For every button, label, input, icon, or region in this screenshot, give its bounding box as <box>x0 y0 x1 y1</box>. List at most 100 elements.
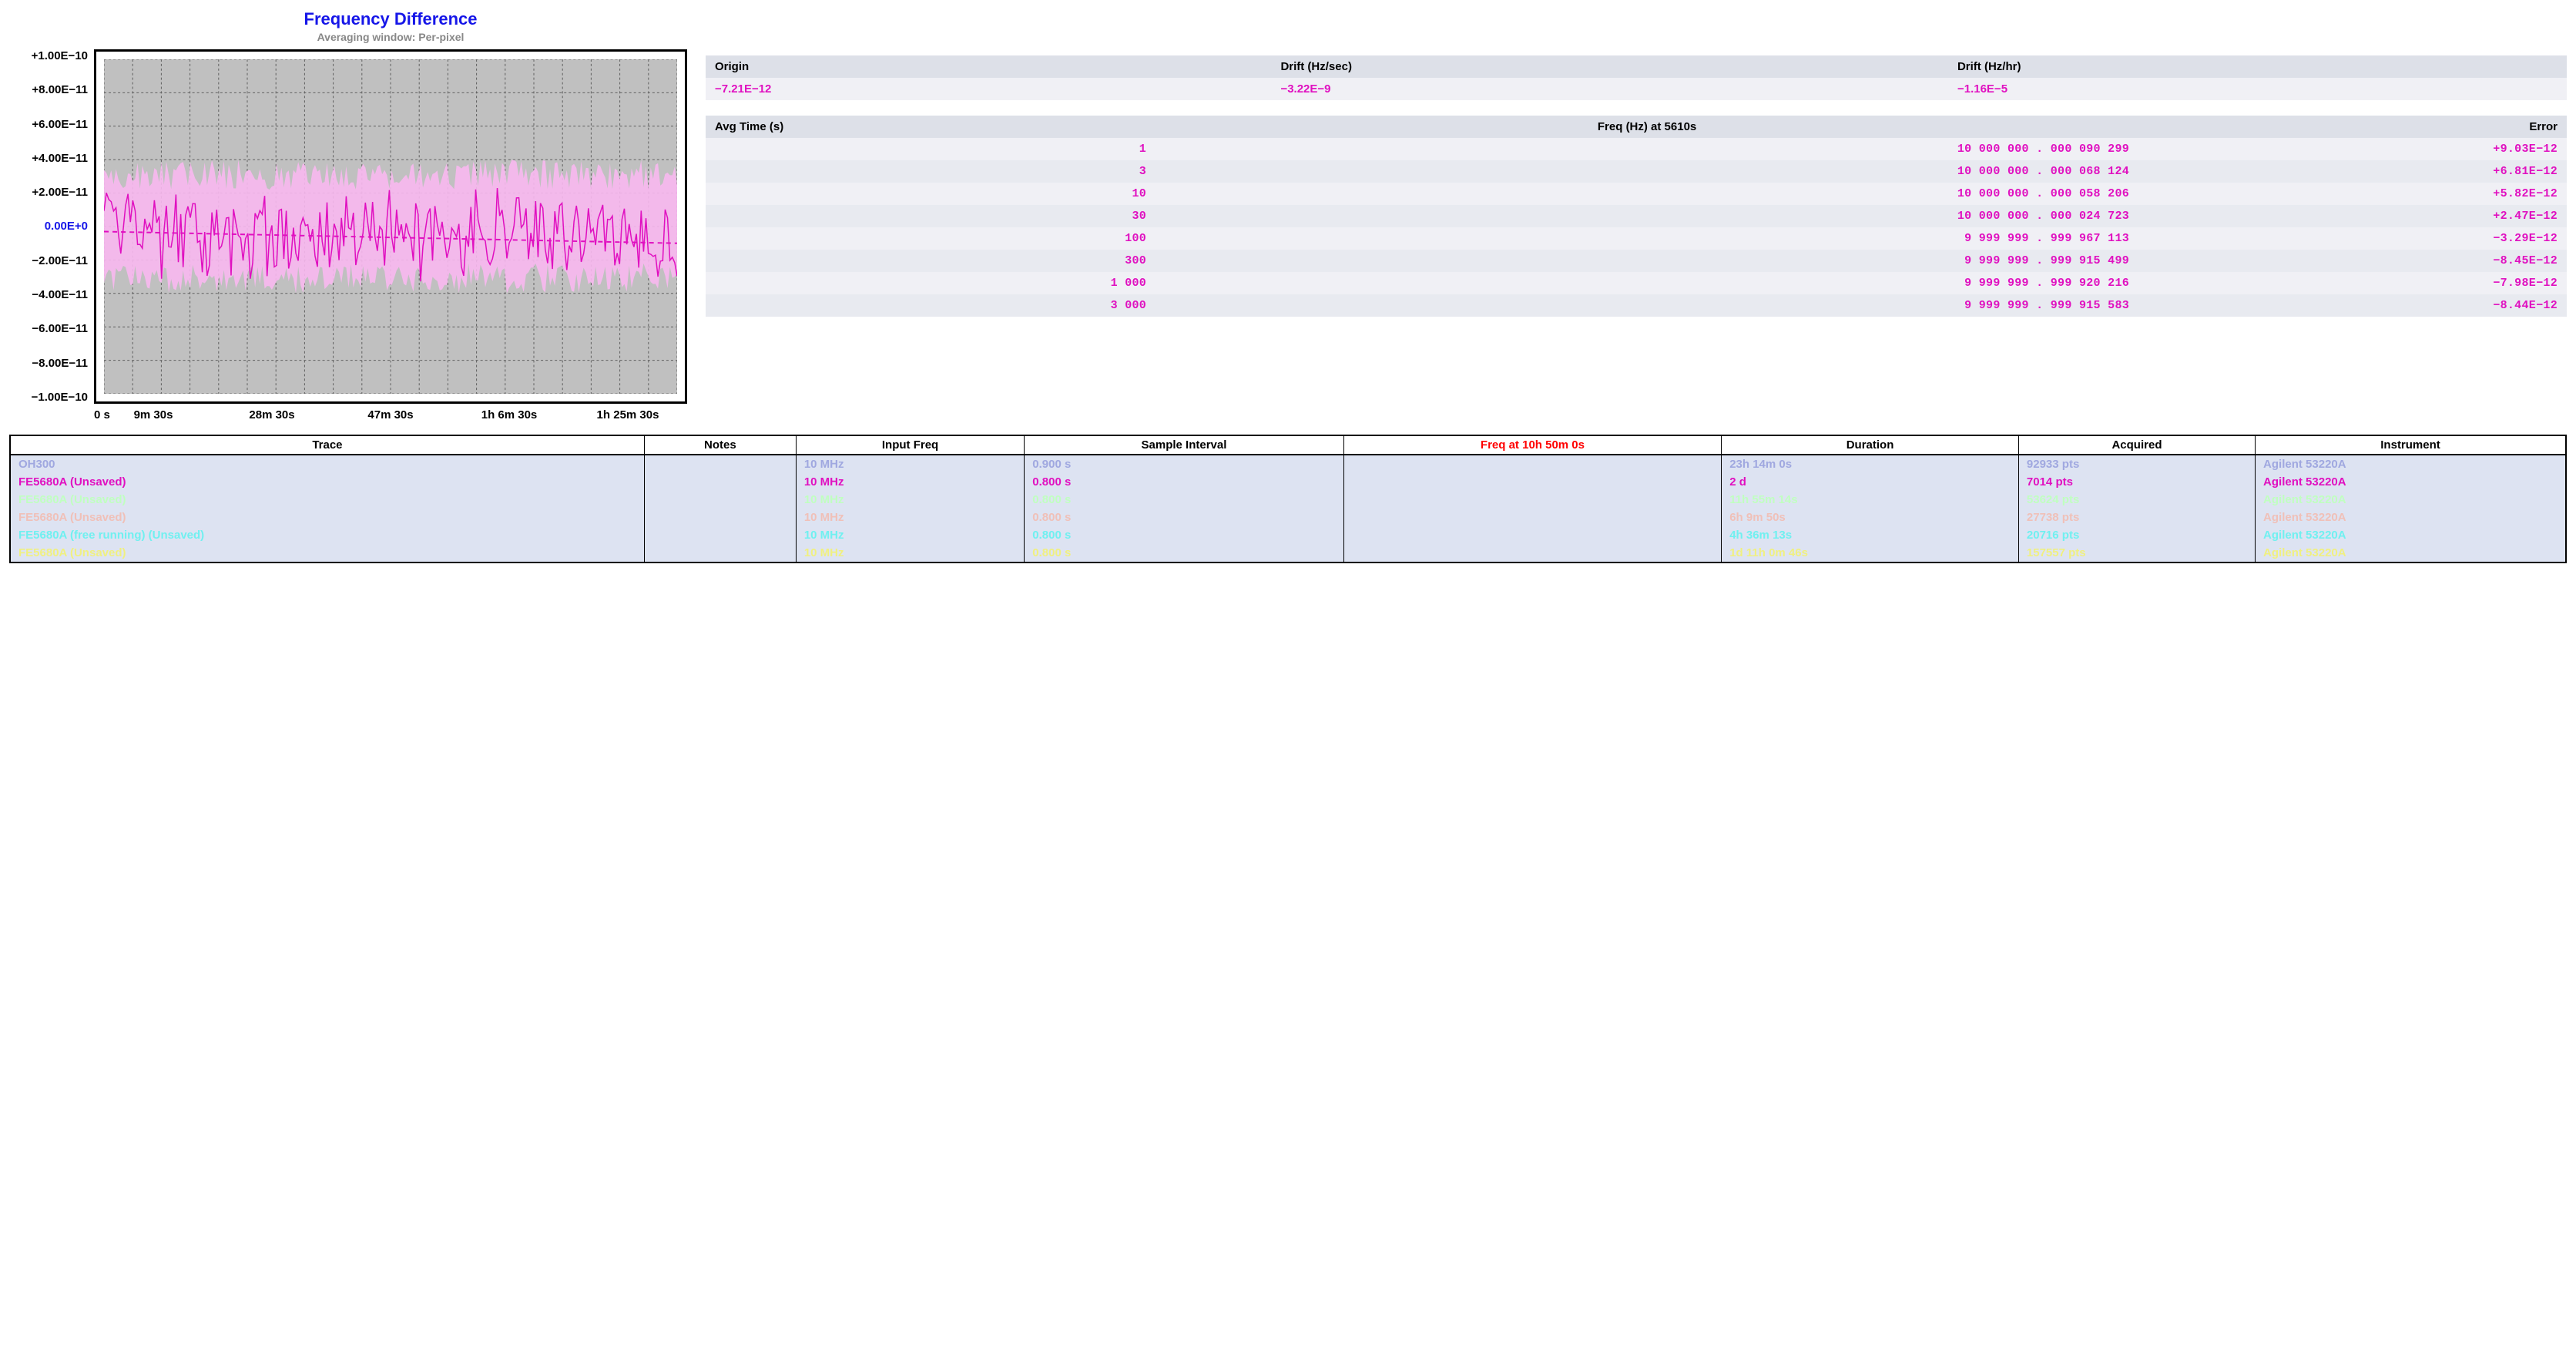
trace-cell: 10 MHz <box>796 526 1024 544</box>
trace-table[interactable]: TraceNotesInput FreqSample IntervalFreq … <box>11 436 2565 562</box>
freq-cell: 3 <box>706 160 1156 183</box>
trace-cell: 23h 14m 0s <box>1722 455 2019 473</box>
trace-cell: 10 MHz <box>796 491 1024 509</box>
trace-cell: Agilent 53220A <box>2256 455 2565 473</box>
freq-cell: 9 999 999 . 999 915 499 <box>1156 250 2138 272</box>
freq-cell: 9 999 999 . 999 967 113 <box>1156 227 2138 250</box>
x-tick-label: 1h 6m 30s <box>481 408 538 421</box>
trace-cell: Agilent 53220A <box>2256 526 2565 544</box>
x-tick-label: 47m 30s <box>367 408 413 421</box>
trace-cell <box>1343 473 1721 491</box>
trace-cell <box>1343 526 1721 544</box>
trace-cell: 10 MHz <box>796 509 1024 526</box>
trace-cell <box>1343 544 1721 562</box>
freq-header: Avg Time (s) <box>706 116 1156 138</box>
x-tick-label: 9m 30s <box>134 408 173 421</box>
trace-cell: 92933 pts <box>2018 455 2255 473</box>
freq-cell: 10 000 000 . 000 090 299 <box>1156 138 2138 160</box>
trace-cell: 0.800 s <box>1025 491 1343 509</box>
chart-title-block: Frequency Difference Averaging window: P… <box>94 9 687 43</box>
trace-cell: 11h 55m 14s <box>1722 491 2019 509</box>
trace-cell: FE5680A (free running) (Unsaved) <box>11 526 644 544</box>
trace-cell: FE5680A (Unsaved) <box>11 491 644 509</box>
freq-cell: −3.29E−12 <box>2138 227 2567 250</box>
trace-cell: FE5680A (Unsaved) <box>11 544 644 562</box>
trace-cell: Agilent 53220A <box>2256 473 2565 491</box>
freq-cell: 1 <box>706 138 1156 160</box>
freq-cell: 3 000 <box>706 294 1156 317</box>
table-row[interactable]: FE5680A (Unsaved) 10 MHz0.800 s 1d 11h 0m … <box>11 544 2565 562</box>
y-tick-label: 0.00E+0 <box>9 220 88 233</box>
trace-header[interactable]: Trace <box>11 436 644 455</box>
freq-cell: −7.98E−12 <box>2138 272 2567 294</box>
trace-header[interactable]: Notes <box>644 436 796 455</box>
trace-header[interactable]: Acquired <box>2018 436 2255 455</box>
trace-cell: FE5680A (Unsaved) <box>11 473 644 491</box>
freq-cell: 100 <box>706 227 1156 250</box>
trace-cell <box>1343 491 1721 509</box>
drift-table: OriginDrift (Hz/sec)Drift (Hz/hr)−7.21E−… <box>706 55 2567 100</box>
trace-cell: 10 MHz <box>796 455 1024 473</box>
trace-cell <box>1343 455 1721 473</box>
plot-svg <box>104 59 677 394</box>
freq-cell: −8.45E−12 <box>2138 250 2567 272</box>
y-tick-label: −6.00E−11 <box>9 322 88 335</box>
freq-cell: 1 000 <box>706 272 1156 294</box>
trace-cell: 0.800 s <box>1025 473 1343 491</box>
freq-cell: +5.82E−12 <box>2138 183 2567 205</box>
table-row[interactable]: OH30010 MHz0.900 s23h 14m 0s92933 ptsAgi… <box>11 455 2565 473</box>
y-tick-label: −1.00E−10 <box>9 391 88 404</box>
trace-cell: Agilent 53220A <box>2256 544 2565 562</box>
trace-cell <box>644 544 796 562</box>
freq-cell: 30 <box>706 205 1156 227</box>
trace-cell <box>644 509 796 526</box>
table-row[interactable]: FE5680A (Unsaved)10 MHz0.800 s2 d7014 pt… <box>11 473 2565 491</box>
freq-cell: 10 000 000 . 000 058 206 <box>1156 183 2138 205</box>
drift-header: Drift (Hz/hr) <box>1948 55 2567 78</box>
trace-cell: 1d 11h 0m 46s <box>1722 544 2019 562</box>
freq-cell: 9 999 999 . 999 920 216 <box>1156 272 2138 294</box>
trace-cell <box>644 526 796 544</box>
drift-value: −7.21E−12 <box>706 78 1271 100</box>
table-row[interactable]: FE5680A (Unsaved) 10 MHz0.800 s 11h 55m 14… <box>11 491 2565 509</box>
trace-header[interactable]: Sample Interval <box>1025 436 1343 455</box>
trace-cell: 7014 pts <box>2018 473 2255 491</box>
freq-cell: −8.44E−12 <box>2138 294 2567 317</box>
trace-cell: 20716 pts <box>2018 526 2255 544</box>
y-tick-label: +1.00E−10 <box>9 49 88 62</box>
trace-cell: 157557 pts <box>2018 544 2255 562</box>
freq-table: Avg Time (s)Freq (Hz) at 5610sError110 0… <box>706 116 2567 317</box>
x-tick-label: 1h 25m 30s <box>597 408 659 421</box>
trace-cell: 0.800 s <box>1025 526 1343 544</box>
trace-header[interactable]: Duration <box>1722 436 2019 455</box>
trace-cell: Agilent 53220A <box>2256 509 2565 526</box>
chart-subtitle: Averaging window: Per-pixel <box>94 31 687 43</box>
plot-area[interactable] <box>94 49 687 404</box>
trace-header[interactable]: Freq at 10h 50m 0s <box>1343 436 1721 455</box>
trace-cell: 0.800 s <box>1025 544 1343 562</box>
trace-cell: 10 MHz <box>796 544 1024 562</box>
y-tick-label: +2.00E−11 <box>9 186 88 199</box>
trace-cell: 53624 pts <box>2018 491 2255 509</box>
trace-cell: Agilent 53220A <box>2256 491 2565 509</box>
trace-cell: 2 d <box>1722 473 2019 491</box>
freq-cell: 300 <box>706 250 1156 272</box>
table-row[interactable]: FE5680A (free running) (Unsaved) 10 MHz0.… <box>11 526 2565 544</box>
table-row[interactable]: FE5680A (Unsaved)10 MHz0.800 s6h 9m 50s2… <box>11 509 2565 526</box>
trace-header[interactable]: Instrument <box>2256 436 2565 455</box>
freq-cell: +2.47E−12 <box>2138 205 2567 227</box>
trace-cell <box>644 455 796 473</box>
drift-header: Origin <box>706 55 1271 78</box>
trace-cell <box>644 473 796 491</box>
right-column: OriginDrift (Hz/sec)Drift (Hz/hr)−7.21E−… <box>706 9 2567 332</box>
y-tick-label: −2.00E−11 <box>9 254 88 267</box>
y-tick-label: +4.00E−11 <box>9 152 88 165</box>
freq-cell: +6.81E−12 <box>2138 160 2567 183</box>
y-tick-label: +8.00E−11 <box>9 83 88 96</box>
chart-title: Frequency Difference <box>94 9 687 29</box>
trace-header[interactable]: Input Freq <box>796 436 1024 455</box>
y-tick-label: −8.00E−11 <box>9 357 88 370</box>
trace-cell: FE5680A (Unsaved) <box>11 509 644 526</box>
trace-table-wrap: TraceNotesInput FreqSample IntervalFreq … <box>9 435 2567 563</box>
freq-cell: +9.03E−12 <box>2138 138 2567 160</box>
